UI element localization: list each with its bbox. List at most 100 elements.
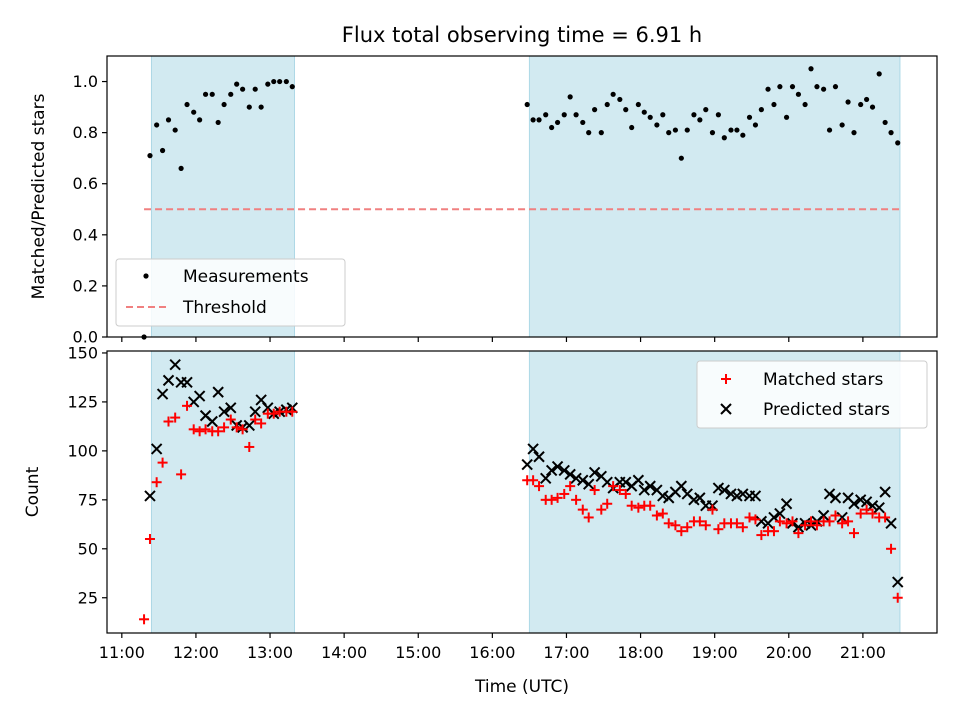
measurement-point: [765, 86, 771, 92]
predicted-star-point: [570, 472, 582, 484]
y-tick-label: 1.0: [73, 72, 98, 91]
marker-stroke: [558, 464, 570, 477]
matched-star-point: [602, 498, 613, 509]
marker-stroke: [527, 443, 539, 455]
measurement-point: [184, 101, 190, 108]
matched-stars-points: [139, 400, 903, 625]
measurement-point: [573, 112, 579, 118]
ratio-legend: Measurements Threshold: [115, 258, 346, 327]
legend-predicted-marker: [720, 403, 732, 415]
matched-star-point: [824, 516, 835, 527]
marker-stroke: [156, 388, 169, 400]
measurement-point: [258, 104, 264, 110]
measurement-point: [234, 81, 240, 87]
predicted-star-point: [829, 492, 842, 504]
marker-stroke: [169, 359, 181, 371]
measurement-point: [610, 91, 616, 97]
matched-star-point: [849, 528, 859, 539]
marker-stroke: [144, 490, 156, 502]
matched-star-point: [768, 526, 779, 537]
measurement-point: [826, 127, 833, 133]
y-tick-label: 75: [78, 490, 98, 509]
marker-stroke: [720, 403, 732, 415]
marker-stroke: [638, 484, 650, 496]
matched-star-point: [651, 510, 662, 521]
measurement-point: [721, 135, 727, 141]
ratio-x-axis-ticks: [121, 337, 864, 342]
matched-star-point: [750, 514, 761, 525]
matched-star-point: [139, 614, 150, 625]
matched-star-point: [800, 520, 811, 531]
matched-star-point: [287, 406, 298, 417]
predicted-star-point: [551, 460, 564, 473]
predicted-star-point: [150, 443, 163, 455]
measurement-point: [876, 71, 882, 77]
matched-star-point: [219, 422, 230, 433]
measurement-point: [783, 114, 790, 120]
count-y-axis-ticks: 25 50 75 100 125 150: [67, 343, 107, 607]
marker-stroke: [879, 486, 891, 498]
matched-star-point: [268, 408, 279, 419]
matched-star-point: [244, 441, 255, 452]
y-tick-label: 0.4: [73, 225, 98, 244]
predicted-star-point: [780, 498, 793, 510]
predicted-star-point: [694, 492, 706, 504]
predicted-star-point: [638, 484, 650, 496]
matched-star-point: [830, 510, 841, 521]
marker-stroke: [181, 376, 193, 389]
predicted-star-point: [225, 402, 237, 414]
marker-stroke: [601, 476, 613, 488]
predicted-star-point: [212, 386, 224, 398]
predicted-star-point: [644, 480, 656, 492]
ratio-panel: 0.0 0.2 0.4 0.6 0.8 1.0 Matched/Predicted sta…: [29, 55, 938, 347]
marker-stroke: [199, 409, 212, 422]
measurement-point: [666, 130, 672, 136]
ratio-y-axis-label: Matched/Predicted stars: [29, 93, 49, 299]
predicted-star-point: [577, 474, 589, 486]
marker-stroke: [206, 415, 218, 428]
predicted-star-point: [521, 458, 533, 471]
matched-star-point: [256, 418, 267, 429]
measurement-point: [771, 101, 777, 108]
measurement-point: [728, 127, 734, 133]
measurement-point: [789, 84, 796, 90]
measurement-point: [154, 122, 160, 128]
measurement-point: [265, 81, 271, 87]
measurement-point: [543, 112, 549, 118]
time-x-axis-ticks: 11:00 12:00 13:00 14:00 15:00 16:00 17:00 18:00…: [99, 633, 886, 662]
matched-star-point: [614, 485, 625, 496]
measurement-point: [740, 132, 746, 138]
measurement-point: [554, 119, 561, 126]
matched-star-point: [811, 520, 822, 531]
measurement-point: [808, 66, 814, 72]
y-tick-label: 25: [78, 588, 98, 607]
predicted-star-point: [156, 388, 169, 400]
measurement-point: [758, 107, 764, 113]
predicted-star-point: [879, 486, 891, 498]
measurement-point: [530, 117, 536, 123]
marker-stroke: [577, 474, 589, 486]
marker-stroke: [892, 576, 904, 588]
measurement-point: [795, 91, 802, 97]
marker-stroke: [860, 496, 873, 508]
marker-stroke: [570, 472, 582, 484]
measurement-point: [592, 107, 598, 113]
predicted-star-point: [823, 488, 836, 500]
count-legend-box: [696, 360, 928, 429]
predicted-star-point: [193, 390, 206, 402]
x-tick-label: 18:00: [618, 643, 664, 662]
y-tick-label: 125: [67, 392, 98, 411]
marker-stroke: [718, 484, 731, 496]
legend-plus-marker: [721, 374, 731, 384]
measurement-point: [221, 101, 227, 108]
matched-star-point: [250, 414, 261, 425]
measurement-point: [598, 130, 604, 136]
matched-star-point: [176, 469, 187, 480]
measurement-point: [567, 94, 573, 100]
measurement-point: [228, 91, 234, 97]
measurement-point: [629, 124, 635, 131]
ratio-y-axis-ticks: 0.0 0.2 0.4 0.6 0.8 1.0: [73, 72, 107, 347]
matched-star-point: [892, 592, 903, 603]
measurement-point: [215, 119, 221, 126]
